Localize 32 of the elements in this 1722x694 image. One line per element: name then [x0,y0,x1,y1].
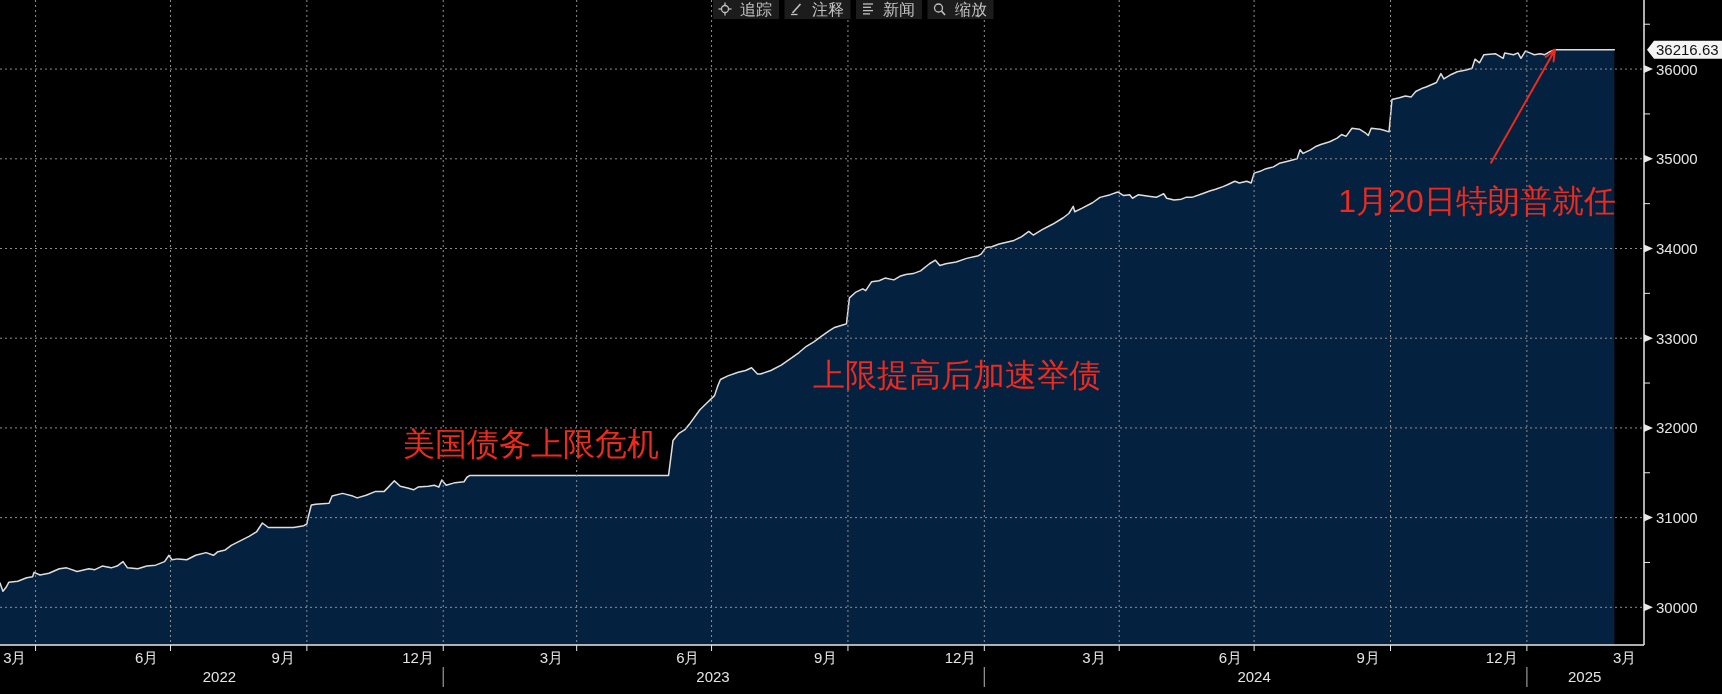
x-tick-label: 3月 [539,648,564,666]
x-tick-label: 9月 [271,648,295,666]
y-tick-label: 32000 [1656,419,1698,437]
x-tick-label: 3月 [1082,648,1106,666]
y-tick-label: 36000 [1656,60,1698,78]
y-tick-label: 34000 [1656,239,1698,257]
x-tick-label: 6月 [135,648,159,666]
x-tick-label: 9月 [1356,648,1380,666]
x-tick-label: 12月 [944,648,977,666]
y-tick-label: 33000 [1656,329,1698,347]
x2-tick-label: 2024 [1237,667,1271,685]
x-tick-label: 6月 [1218,648,1243,666]
x-tick-label: 9月 [814,648,838,666]
y-tick-label: 36216.63 [1656,41,1719,59]
x-tick-label: 6月 [676,648,700,666]
annotation: 1月20日特朗普就任 [1338,182,1616,219]
y-tick-label: 35000 [1656,150,1698,168]
annotation: 注释 [811,1,844,18]
annotation: 缩放 [954,1,987,18]
x-tick-label: 12月 [1485,648,1518,666]
y-tick-label: 30000 [1656,598,1698,616]
y-tick-label: 31000 [1656,509,1698,527]
annotation: 上限提高后加速举债 [813,357,1101,393]
annotation: 新闻 [883,1,915,18]
x-tick-label: 12月 [402,648,434,666]
x-tick-label: 3月 [1613,648,1637,666]
x2-tick-label: 2022 [202,667,237,685]
x2-tick-label: 2023 [696,667,730,685]
x-tick-label: 3月 [3,648,27,666]
x2-tick-label: 2025 [1568,667,1602,685]
annotation: 追踪 [740,1,772,18]
annotation: 美国债务上限危机 [403,426,659,462]
